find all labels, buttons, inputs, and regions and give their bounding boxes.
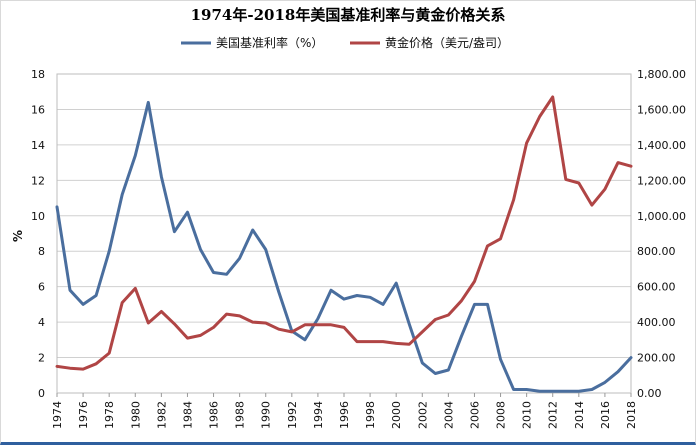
y-tick-left: 4 xyxy=(38,316,45,329)
x-tick-label: 1984 xyxy=(181,401,194,429)
plot-area: 0 0.00 2 200.00 4 400.00 6 600.00 8 800.00 10 1,000… xyxy=(31,68,686,429)
y-tick-right: 0.00 xyxy=(637,387,662,400)
y-tick-left: 12 xyxy=(31,174,45,187)
y-tick-left: 8 xyxy=(38,245,45,258)
y-tick-right: 1,200.00 xyxy=(637,174,686,187)
y-tick-right: 1,400.00 xyxy=(637,139,686,152)
x-tick-label: 2014 xyxy=(573,401,586,429)
y-tick-left: 2 xyxy=(38,352,45,365)
x-tick-label: 1988 xyxy=(234,401,247,429)
y-tick-right: 1,800.00 xyxy=(637,68,686,81)
x-tick-label: 1974 xyxy=(51,401,64,429)
y-tick-right: 1,000.00 xyxy=(637,210,686,223)
y-tick-right: 400.00 xyxy=(637,316,676,329)
legend: 美国基准利率（%） 黄金价格（美元/盎司） xyxy=(181,35,509,50)
y-tick-left: 18 xyxy=(31,68,45,81)
x-tick-label: 1998 xyxy=(364,401,377,429)
y-tick-left: 14 xyxy=(31,139,45,152)
series-line-gold xyxy=(55,95,633,371)
y-tick-left: 16 xyxy=(31,103,45,116)
x-tick-label: 2004 xyxy=(442,401,455,429)
x-tick-label: 2016 xyxy=(599,401,612,429)
chart-title: 1974年-2018年美国基准利率与黄金价格关系 xyxy=(191,6,506,24)
x-tick-label: 2008 xyxy=(495,401,508,429)
x-tick-label: 1976 xyxy=(77,401,90,429)
y-tick-right: 200.00 xyxy=(637,352,676,365)
y-tick-left: 0 xyxy=(38,387,45,400)
x-tick-label: 1978 xyxy=(103,401,116,429)
x-tick-label: 2012 xyxy=(547,401,560,429)
y-axis-left-label: % xyxy=(11,230,25,242)
x-tick-label: 1982 xyxy=(155,401,168,429)
legend-label-gold: 黄金价格（美元/盎司） xyxy=(385,35,509,50)
x-tick-label: 1996 xyxy=(338,401,351,429)
y-tick-right: 600.00 xyxy=(637,281,676,294)
x-tick-label: 2010 xyxy=(521,401,534,429)
y-tick-right: 800.00 xyxy=(637,245,676,258)
x-tick-label: 1992 xyxy=(286,401,299,429)
x-tick-label: 2018 xyxy=(625,401,638,429)
series-line-rate xyxy=(55,100,633,393)
y-tick-right: 1,600.00 xyxy=(637,103,686,116)
x-tick-label: 2000 xyxy=(390,401,403,429)
x-tick-label: 2002 xyxy=(416,401,429,429)
x-tick-label: 1980 xyxy=(129,401,142,429)
x-tick-label: 2006 xyxy=(468,401,481,429)
y-tick-left: 6 xyxy=(38,281,45,294)
legend-label-rate: 美国基准利率（%） xyxy=(216,35,323,50)
x-tick-label: 1990 xyxy=(260,401,273,429)
x-tick-label: 1986 xyxy=(208,401,221,429)
x-tick-label: 1994 xyxy=(312,401,325,429)
y-tick-left: 10 xyxy=(31,210,45,223)
